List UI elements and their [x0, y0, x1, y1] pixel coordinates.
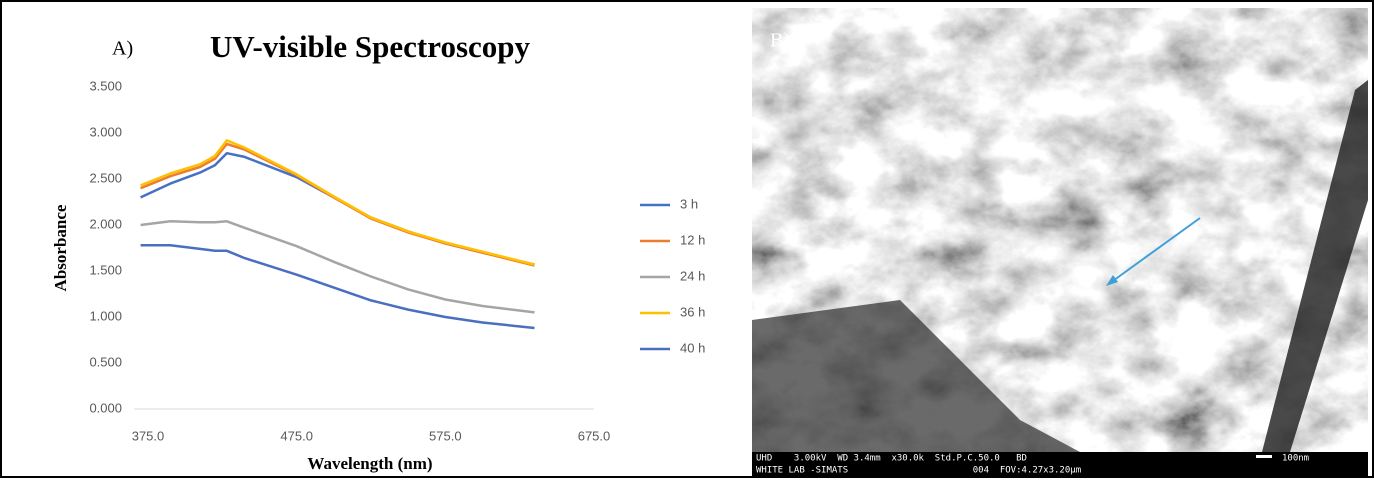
legend-label: 12 h	[680, 232, 705, 247]
y-tick-label: 2.500	[89, 170, 122, 185]
y-tick-label: 0.500	[89, 354, 122, 369]
panel-label: B)	[770, 30, 790, 52]
panel-label: A)	[112, 38, 133, 60]
x-tick-label: 675.0	[578, 428, 611, 443]
figure: B) UHD 3.00kV WD 3.4mm x30.0k Std.P.C.50…	[0, 0, 1374, 478]
chart-title: UV-visible Spectroscopy	[210, 29, 531, 64]
y-tick-label: 2.000	[89, 216, 122, 231]
sem-image: B) UHD 3.00kV WD 3.4mm x30.0k Std.P.C.50…	[752, 8, 1368, 478]
y-tick-label: 3.000	[89, 124, 122, 139]
series-line	[141, 221, 535, 312]
scale-bar	[1256, 455, 1272, 458]
series-line	[141, 144, 535, 266]
y-tick-label: 1.000	[89, 308, 122, 323]
y-tick-label: 1.500	[89, 262, 122, 277]
series-line	[141, 245, 535, 328]
x-tick-label: 475.0	[280, 428, 313, 443]
figure-svg: B) UHD 3.00kV WD 3.4mm x30.0k Std.P.C.50…	[0, 0, 1374, 478]
x-tick-label: 375.0	[132, 428, 165, 443]
info-text: UHD 3.00kV WD 3.4mm x30.0k Std.P.C.50.0 …	[756, 454, 1027, 464]
info-text: WHITE LAB -SIMATS 004 FOV:4.27x3.20μm	[756, 466, 1081, 476]
scale-label: 100nm	[1282, 454, 1309, 464]
y-tick-label: 3.500	[89, 78, 122, 93]
y-axis-label: Absorbance	[51, 204, 70, 291]
legend-label: 3 h	[680, 196, 698, 211]
x-axis-label: Wavelength (nm)	[307, 454, 432, 473]
legend-label: 40 h	[680, 340, 705, 355]
series-line	[141, 140, 535, 264]
legend-label: 24 h	[680, 268, 705, 283]
y-tick-label: 0.000	[89, 400, 122, 415]
legend-label: 36 h	[680, 304, 705, 319]
x-tick-label: 575.0	[429, 428, 462, 443]
